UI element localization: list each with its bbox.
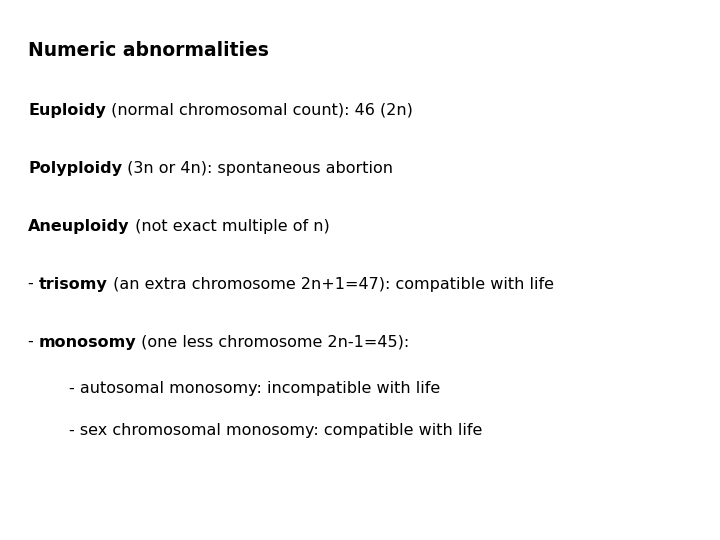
Text: - autosomal monosomy: incompatible with life: - autosomal monosomy: incompatible with … xyxy=(28,381,440,395)
Text: -: - xyxy=(28,276,39,292)
Text: - sex chromosomal monosomy: compatible with life: - sex chromosomal monosomy: compatible w… xyxy=(28,422,482,437)
Text: -: - xyxy=(28,334,39,349)
Text: (normal chromosomal count): 46 (2n): (normal chromosomal count): 46 (2n) xyxy=(106,103,413,118)
Text: Numeric abnormalities: Numeric abnormalities xyxy=(28,40,269,59)
Text: (an extra chromosome 2n+1=47): compatible with life: (an extra chromosome 2n+1=47): compatibl… xyxy=(107,276,554,292)
Text: monosomy: monosomy xyxy=(39,334,137,349)
Text: (not exact multiple of n): (not exact multiple of n) xyxy=(130,219,329,233)
Text: Aneuploidy: Aneuploidy xyxy=(28,219,130,233)
Text: (3n or 4n): spontaneous abortion: (3n or 4n): spontaneous abortion xyxy=(122,160,393,176)
Text: Euploidy: Euploidy xyxy=(28,103,106,118)
Text: trisomy: trisomy xyxy=(39,276,107,292)
Text: (one less chromosome 2n-1=45):: (one less chromosome 2n-1=45): xyxy=(137,334,410,349)
Text: Polyploidy: Polyploidy xyxy=(28,160,122,176)
